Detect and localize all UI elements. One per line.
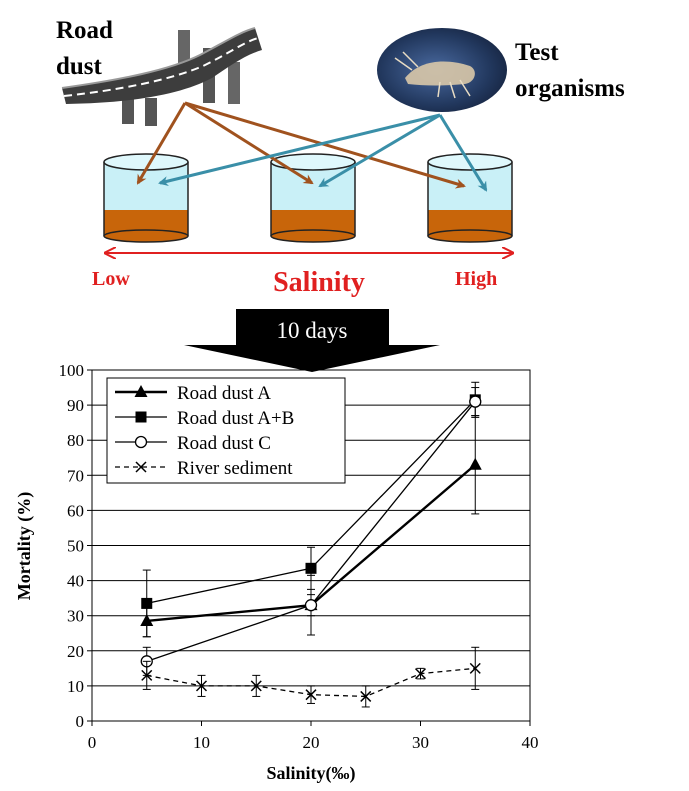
x-tick-label: 0 [88, 733, 97, 752]
organism-arrows [158, 113, 488, 192]
y-tick-label: 70 [67, 466, 84, 485]
test-organisms-label-line2: organisms [515, 75, 625, 102]
salinity-label: Salinity [273, 267, 365, 298]
y-axis-title: Mortality (%) [14, 492, 35, 600]
x-tick-label: 20 [303, 733, 320, 752]
x-marker [195, 680, 208, 692]
x-axis-title: Salinity(‰) [266, 763, 355, 784]
legend-entry: Road dust C [115, 433, 271, 454]
x-marker [141, 669, 153, 681]
low-salinity-label: Low [92, 268, 130, 290]
plot-area-frame [91, 369, 531, 722]
duration-arrow [184, 309, 440, 372]
legend-label: Road dust C [177, 433, 271, 454]
series-layer [140, 381, 482, 708]
duration-label: 10 days [277, 318, 348, 343]
x-marker [414, 668, 427, 680]
x-tick-label: 10 [193, 733, 210, 752]
x-marker [250, 680, 262, 692]
x-marker [135, 461, 147, 473]
circle-marker [304, 599, 318, 612]
road-dust-arrow-low [136, 102, 187, 185]
organism-arrow-low [158, 113, 441, 186]
series-road-dust-c [140, 387, 482, 676]
triangle-marker [468, 457, 482, 470]
circle-marker [469, 395, 482, 408]
triangle-marker [134, 385, 148, 397]
mortality-chart: 0 10 20 30 40 50 60 70 80 90 100 0 10 20 30 40 Road dus… [14, 361, 539, 784]
series-river-sediment [141, 646, 481, 708]
y-tick-label: 90 [67, 396, 84, 415]
road-dust-arrow-mid [184, 101, 314, 185]
legend-label: Road dust A [177, 383, 271, 404]
organism-arrow-mid [318, 113, 441, 188]
y-tick-label: 100 [59, 361, 85, 380]
circle-marker [134, 435, 148, 449]
test-organisms-label-line1: Test [515, 39, 559, 66]
legend-label: River sediment [177, 458, 293, 479]
y-tick-label: 50 [67, 537, 84, 556]
experiment-schematic: Road dust Test organisms [56, 17, 625, 372]
road-dust-label-line2: dust [56, 53, 103, 80]
square-marker [141, 597, 153, 609]
y-tick-label: 40 [67, 572, 84, 591]
y-tick-label: 30 [67, 607, 84, 626]
organism-arrow-high [438, 114, 488, 192]
legend-label: Road dust A+B [177, 408, 294, 429]
x-marker [469, 662, 481, 674]
x-marker [305, 689, 317, 701]
y-tick-label: 10 [67, 677, 84, 696]
y-tick-label: 60 [67, 501, 84, 520]
legend-entry: River sediment [115, 458, 293, 479]
x-tick-label: 40 [522, 733, 539, 752]
y-tick-label: 20 [67, 642, 84, 661]
test-organism-icon [377, 28, 507, 112]
square-marker [135, 411, 147, 423]
road-dust-label-line1: Road [56, 17, 113, 44]
high-salinity-label: High [455, 268, 497, 290]
axis-ticks: 0 10 20 30 40 50 60 70 80 90 100 0 10 20 30 40 [59, 361, 539, 752]
x-tick-label: 30 [412, 733, 429, 752]
x-marker [360, 690, 372, 702]
highway-icon [61, 27, 262, 126]
beaker-high-salinity [427, 153, 513, 243]
legend-entry: Road dust A+B [115, 408, 294, 429]
y-tick-label: 80 [67, 431, 84, 450]
beaker-mid-salinity [270, 153, 356, 243]
legend-entry: Road dust A [115, 383, 271, 404]
square-marker [305, 562, 317, 574]
chart-legend: Road dust A Road dust A+B Road dust C River… [106, 377, 346, 484]
y-tick-label: 0 [76, 712, 85, 731]
